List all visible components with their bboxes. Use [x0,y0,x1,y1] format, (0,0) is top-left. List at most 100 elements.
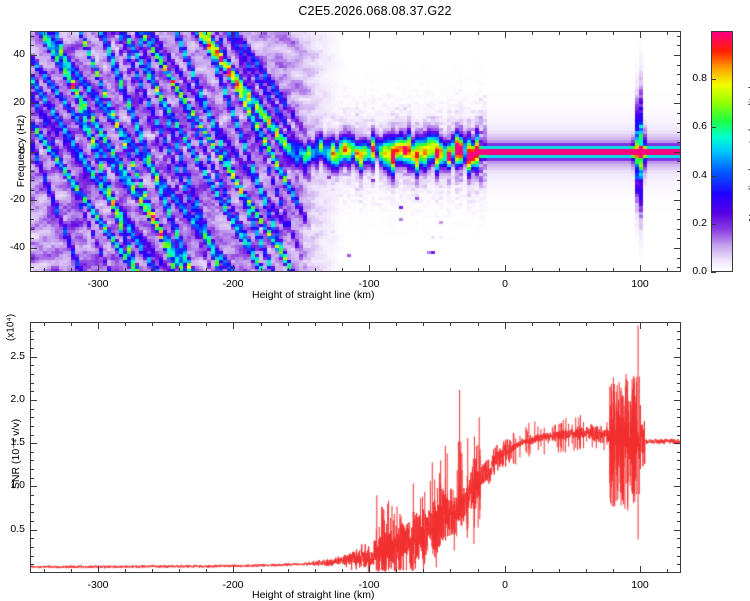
axis-tick [505,265,506,272]
axis-tick [233,31,234,38]
spectrogram-yaxis-label: Frequency (Hz) [15,114,27,188]
axis-tick [30,142,34,143]
axis-tick [677,417,681,418]
axis-tick [30,504,34,505]
axis-tick [674,400,681,401]
axis-tick [342,268,343,272]
axis-tick [30,84,34,85]
colorbar-tick [711,127,716,128]
axis-tick [30,171,34,172]
axis-tick [30,219,34,220]
axis-tick [478,569,479,573]
axis-tick [586,268,587,272]
axis-tick [677,238,681,239]
axis-tick [30,547,34,548]
axis-tick [71,569,72,573]
colorbar [711,31,733,272]
axis-tick [677,504,681,505]
axis-tick [674,248,681,249]
axis-tick [261,569,262,573]
axis-tick-label: 0.5 [10,523,25,535]
snr-xaxis-label: Height of straight line (km) [252,589,375,601]
axis-tick [667,268,668,272]
axis-tick-label: -300 [87,579,109,591]
axis-tick [450,569,451,573]
axis-tick [677,161,681,162]
axis-tick [30,258,34,259]
axis-tick [30,65,34,66]
axis-tick [677,564,681,565]
axis-tick [677,74,681,75]
axis-tick [677,258,681,259]
axis-tick [667,31,668,35]
axis-tick [396,322,397,326]
axis-tick-label: 1.5 [10,436,25,448]
colorbar-tick-label: 0.0 [692,265,707,277]
axis-tick [206,31,207,35]
axis-tick [613,569,614,573]
colorbar-tick-label: 0.6 [692,120,707,132]
axis-tick-label: 20 [13,96,25,108]
axis-tick [30,152,37,153]
axis-tick [640,566,641,573]
axis-tick [677,142,681,143]
axis-tick [30,209,34,210]
axis-tick [342,31,343,35]
axis-tick [30,357,37,358]
axis-tick [30,417,34,418]
spectrogram-panel [30,31,681,272]
colorbar-tick [711,176,716,177]
axis-tick [152,268,153,272]
axis-tick [677,339,681,340]
snr-panel [30,322,681,573]
axis-tick-label: 40 [13,48,25,60]
axis-tick [44,569,45,573]
axis-tick [674,152,681,153]
axis-tick [640,31,641,38]
axis-tick [677,171,681,172]
axis-tick [586,322,587,326]
axis-tick [152,31,153,35]
axis-tick [677,36,681,37]
axis-tick-label: -300 [87,278,109,290]
axis-tick [677,556,681,557]
axis-tick [98,31,99,38]
axis-tick [30,538,34,539]
axis-tick [677,365,681,366]
axis-tick [179,268,180,272]
axis-tick [30,103,37,104]
axis-tick [559,322,560,326]
axis-tick [674,443,681,444]
axis-tick [677,435,681,436]
axis-tick [233,566,234,573]
axis-tick [315,268,316,272]
axis-tick [30,452,34,453]
axis-tick [288,268,289,272]
axis-tick [30,374,34,375]
axis-tick [30,339,34,340]
axis-tick [30,74,34,75]
axis-tick [30,383,34,384]
axis-tick [30,521,34,522]
axis-tick [677,209,681,210]
axis-tick [30,161,34,162]
axis-tick [677,94,681,95]
axis-tick [288,31,289,35]
axis-tick [559,569,560,573]
axis-tick-label: -100 [358,278,380,290]
axis-tick [677,267,681,268]
axis-tick [30,331,34,332]
axis-tick [450,322,451,326]
axis-tick [30,564,34,565]
axis-tick [369,31,370,38]
axis-tick [369,322,370,329]
axis-tick [677,469,681,470]
snr-yaxis-label: SNR (10⁻⁴ v/v) [10,418,22,490]
axis-tick [674,103,681,104]
axis-tick [613,268,614,272]
axis-tick-label: 100 [631,579,649,591]
axis-tick [315,322,316,326]
colorbar-tick-label: 0.4 [692,169,707,181]
spectrogram-xaxis-label: Height of straight line (km) [252,289,375,301]
axis-tick [179,31,180,35]
